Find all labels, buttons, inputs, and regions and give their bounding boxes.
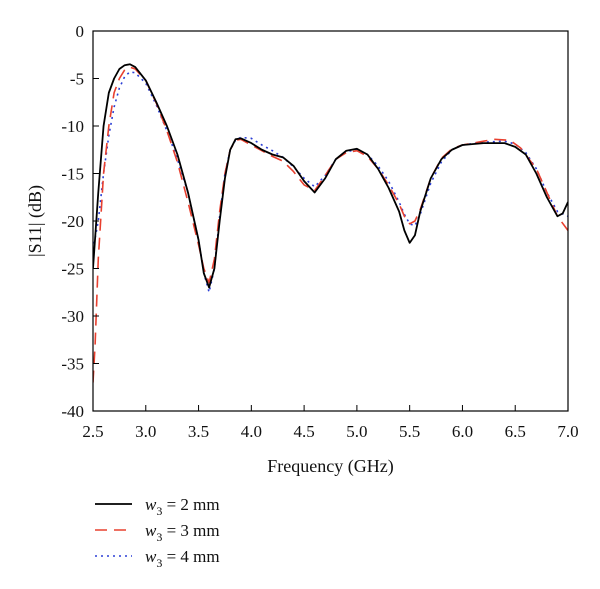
y-tick-label: -40 <box>61 402 84 421</box>
x-axis-ticks: 2.5 3.0 3.5 4.0 4.5 5.0 5.5 6.0 6.5 7.0 <box>82 405 579 441</box>
legend-label-1: w3 = 2 mm <box>145 495 220 518</box>
x-tick-label: 5.5 <box>399 422 420 441</box>
x-tick-label: 4.5 <box>293 422 314 441</box>
y-axis-ticks: 0 -5 -10 -15 -20 -25 -30 -35 -40 <box>61 22 99 421</box>
y-tick-label: -10 <box>61 117 84 136</box>
plot-frame <box>92 30 569 412</box>
y-tick-label: -5 <box>70 70 84 89</box>
y-tick-label: 0 <box>76 22 85 41</box>
y-tick-label: -35 <box>61 355 84 374</box>
x-tick-label: 5.0 <box>346 422 367 441</box>
y-axis-label: |S11| (dB) <box>25 185 46 257</box>
series-line-1 <box>93 63 568 289</box>
series-line-3 <box>93 71 568 294</box>
y-tick-label: -20 <box>61 212 84 231</box>
x-tick-label: 3.5 <box>188 422 209 441</box>
x-tick-label: 2.5 <box>82 422 103 441</box>
series-layer <box>93 63 568 383</box>
x-tick-label: 6.5 <box>505 422 526 441</box>
y-tick-label: -15 <box>61 165 84 184</box>
legend: w3 = 2 mm w3 = 3 mm w3 = 4 mm <box>95 495 220 570</box>
x-axis-label: Frequency (GHz) <box>267 456 393 477</box>
legend-label-3: w3 = 4 mm <box>145 547 220 570</box>
y-tick-label: -25 <box>61 260 84 279</box>
legend-label-2: w3 = 3 mm <box>145 521 220 544</box>
x-tick-label: 6.0 <box>452 422 473 441</box>
y-tick-label: -30 <box>61 307 84 326</box>
x-tick-label: 7.0 <box>557 422 578 441</box>
x-tick-label: 3.0 <box>135 422 156 441</box>
x-tick-label: 4.0 <box>241 422 262 441</box>
series-line-2 <box>93 66 568 383</box>
